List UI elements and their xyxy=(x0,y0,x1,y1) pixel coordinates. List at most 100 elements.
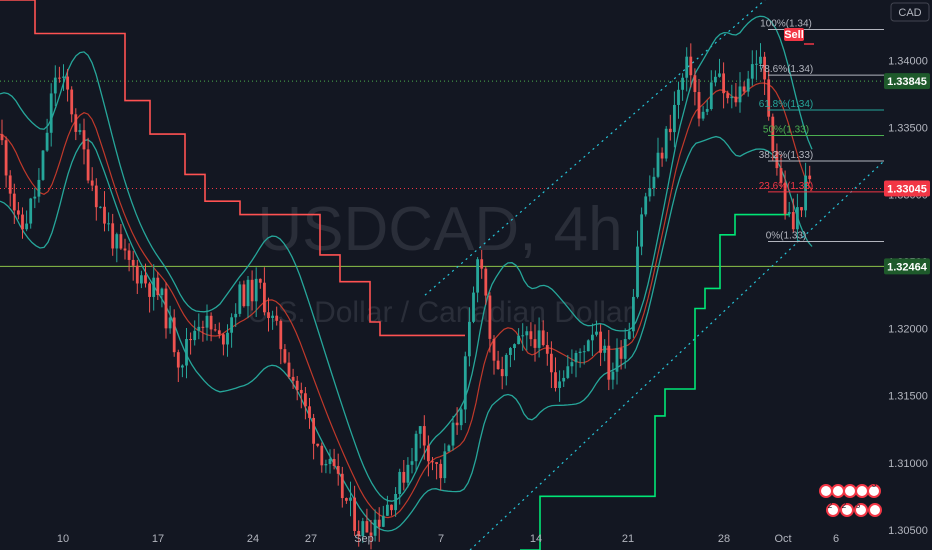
candle-body xyxy=(226,332,229,345)
candle-body xyxy=(308,406,311,418)
candle-body xyxy=(353,497,356,531)
candle-body xyxy=(99,206,102,208)
currency-label[interactable]: CAD xyxy=(898,7,921,19)
fib-level-label: 23.6%(1.33) xyxy=(759,181,813,192)
candle-body xyxy=(82,130,86,150)
fib-level-label: 50%(1.33) xyxy=(763,124,809,135)
event-badge-bottom[interactable] xyxy=(854,503,868,517)
symbol-watermark: USDCAD, 4h U.S. Dollar / Canadian Dollar xyxy=(247,195,632,329)
candle-body xyxy=(529,331,533,340)
event-badge-top[interactable] xyxy=(855,484,869,498)
candle-body xyxy=(714,76,717,83)
fibonacci-retracement[interactable]: 100%(1.34) 78.6%(1.34) 61.8%(1.34) 50%(1.33… xyxy=(759,19,884,242)
candle-body xyxy=(140,275,143,284)
event-badge-count: 3 xyxy=(872,480,877,489)
candle-body xyxy=(324,463,328,466)
candle-body xyxy=(271,315,274,319)
candle-body xyxy=(172,317,176,353)
candle-body xyxy=(111,223,115,249)
candle-body xyxy=(755,63,758,65)
candle-body xyxy=(578,351,582,354)
candle-body xyxy=(525,331,529,336)
candle-body xyxy=(447,445,451,452)
candle-body xyxy=(488,295,492,339)
candle-body xyxy=(283,349,287,363)
candle-body xyxy=(554,372,557,388)
candle-body xyxy=(484,268,488,296)
candle-body xyxy=(230,317,233,333)
candle-body xyxy=(37,179,41,197)
candle-body xyxy=(394,494,397,511)
x-tick-label: 17 xyxy=(152,533,164,545)
event-badge-bottom[interactable] xyxy=(840,503,854,517)
candle-body xyxy=(689,56,693,76)
candle-body xyxy=(410,461,414,465)
sell-signal-badge[interactable] xyxy=(784,28,804,41)
candle-body xyxy=(509,348,512,355)
event-badge-bottom[interactable] xyxy=(868,503,882,517)
candle-body xyxy=(185,338,188,366)
candle-body xyxy=(12,193,16,211)
x-tick-label: Oct xyxy=(774,533,791,545)
event-badges[interactable]: 32 2 5 xyxy=(819,480,882,517)
candle-body xyxy=(463,356,467,410)
candle-body xyxy=(381,515,385,527)
candle-body xyxy=(656,152,660,177)
x-tick-label: 27 xyxy=(305,533,317,545)
candle-body xyxy=(582,351,586,353)
candle-body xyxy=(521,335,525,337)
candle-body xyxy=(58,77,61,79)
sell-signal-marker[interactable]: Sell xyxy=(784,28,814,45)
candle-body xyxy=(468,321,471,357)
candle-body xyxy=(53,77,57,94)
candle-body xyxy=(677,89,680,105)
candle-body xyxy=(480,259,484,269)
candle-body xyxy=(127,250,131,260)
candle-body xyxy=(209,315,213,330)
candle-body xyxy=(623,339,627,359)
candle-body xyxy=(783,182,787,214)
time-axis[interactable]: 10 17 24 27 Sep 7 14 21 28 Oct 6 xyxy=(57,533,839,545)
candle-body xyxy=(398,471,402,495)
candle-body xyxy=(664,128,668,159)
candle-body xyxy=(115,234,119,249)
candle-body xyxy=(492,338,496,361)
candle-body xyxy=(238,284,242,314)
candle-body xyxy=(74,114,78,132)
fib-level-label: 0%(1.33) xyxy=(766,230,807,241)
candle-body xyxy=(217,330,221,335)
candle-body xyxy=(599,331,602,353)
event-badge-top[interactable] xyxy=(819,484,833,498)
candle-body xyxy=(767,79,771,117)
fib-level-label: 78.6%(1.34) xyxy=(759,64,813,75)
candle-body xyxy=(591,334,594,341)
candle-body xyxy=(808,175,812,180)
event-badge-bottom[interactable] xyxy=(826,503,840,517)
candle-body xyxy=(443,451,447,479)
candle-body xyxy=(373,519,377,536)
candle-body xyxy=(336,465,340,474)
price-tag-label: 1.32464 xyxy=(887,261,928,273)
candle-body xyxy=(730,96,734,99)
candle-body xyxy=(537,330,541,348)
event-badge-count: 2 xyxy=(842,501,847,510)
candle-body xyxy=(570,362,574,367)
currency-button[interactable]: CAD xyxy=(890,2,930,22)
candle-body xyxy=(775,151,779,169)
event-badge-top[interactable] xyxy=(831,484,845,498)
candle-body xyxy=(648,188,652,197)
candle-body xyxy=(476,259,479,293)
candle-body xyxy=(746,78,750,92)
candle-body xyxy=(619,348,623,359)
candle-body xyxy=(4,140,8,176)
candle-body xyxy=(29,198,33,224)
candle-body xyxy=(287,362,291,377)
candle-body xyxy=(49,93,53,133)
candle-body xyxy=(759,56,762,64)
event-badge-top[interactable] xyxy=(843,484,857,498)
candle-body xyxy=(135,265,139,284)
candle-body xyxy=(607,345,611,380)
event-badge-top[interactable] xyxy=(867,484,881,498)
candle-body xyxy=(103,206,106,224)
